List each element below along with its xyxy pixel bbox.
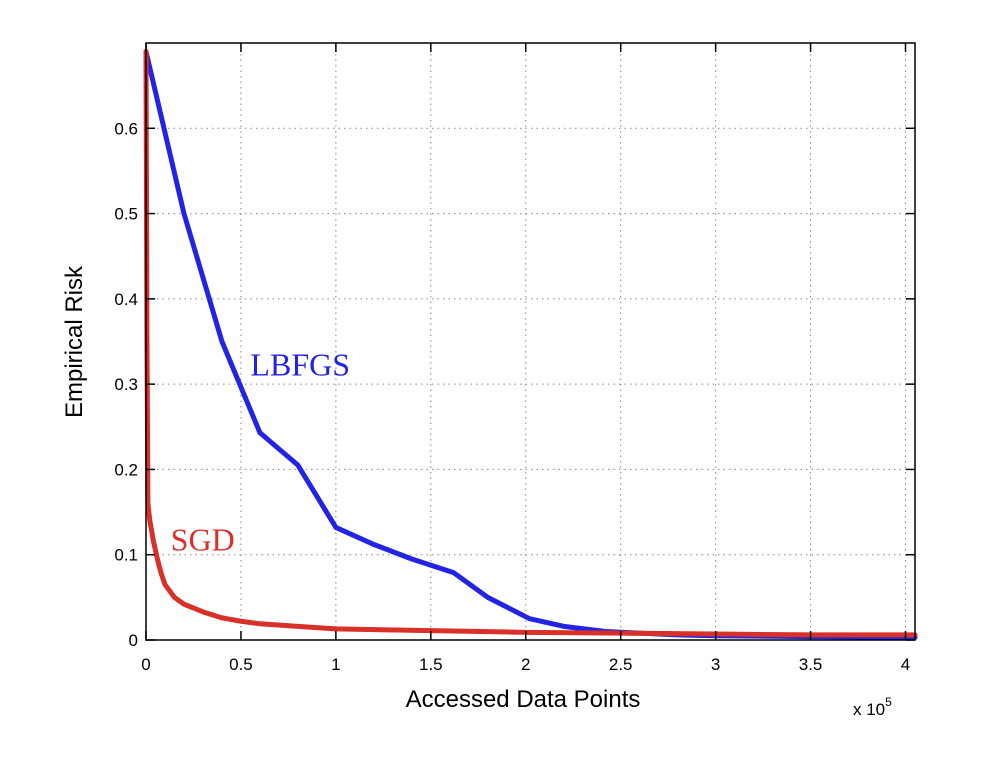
y-tick-label: 0.4: [114, 290, 138, 309]
x-tick-label: 0: [141, 655, 150, 674]
series-layer: [143, 49, 918, 640]
x-tick-label: 3.5: [799, 655, 823, 674]
x-axis-multiplier: x 105: [853, 695, 892, 719]
grid: [146, 43, 915, 640]
y-tick-label: 0.3: [114, 375, 138, 394]
x-tick-label: 3: [711, 655, 720, 674]
y-tick-label: 0.2: [114, 460, 138, 479]
x-tick-label: 1.5: [419, 655, 443, 674]
x-axis-multiplier-base: x 10: [853, 700, 885, 719]
ticks: [145, 43, 915, 641]
x-tick-label: 2: [521, 655, 530, 674]
x-tick-label: 1: [331, 655, 340, 674]
series-line-sgd: [143, 49, 918, 638]
y-tick-label: 0: [129, 631, 138, 650]
y-tick-label: 0.6: [114, 119, 138, 138]
tick-labels: 0 0.5 1 1.5 2 2.5 3 3.5 4 0 0.1 0.2 0.3 0.4 0.5 0.6: [114, 119, 910, 674]
y-tick-label: 0.5: [114, 205, 138, 224]
y-tick-label: 0.1: [114, 546, 138, 565]
annotations: LBFGS SGD: [171, 347, 350, 558]
x-tick-label: 4: [901, 655, 910, 674]
annotation-sgd: SGD: [171, 521, 235, 557]
x-tick-label: 2.5: [609, 655, 633, 674]
x-tick-label: 0.5: [229, 655, 253, 674]
plot-frame: [145, 42, 916, 641]
x-axis-label: Accessed Data Points: [406, 686, 641, 713]
x-axis-multiplier-exponent: 5: [885, 695, 892, 709]
y-axis-label: Empirical Risk: [61, 265, 88, 418]
annotation-lbfgs: LBFGS: [250, 347, 350, 383]
